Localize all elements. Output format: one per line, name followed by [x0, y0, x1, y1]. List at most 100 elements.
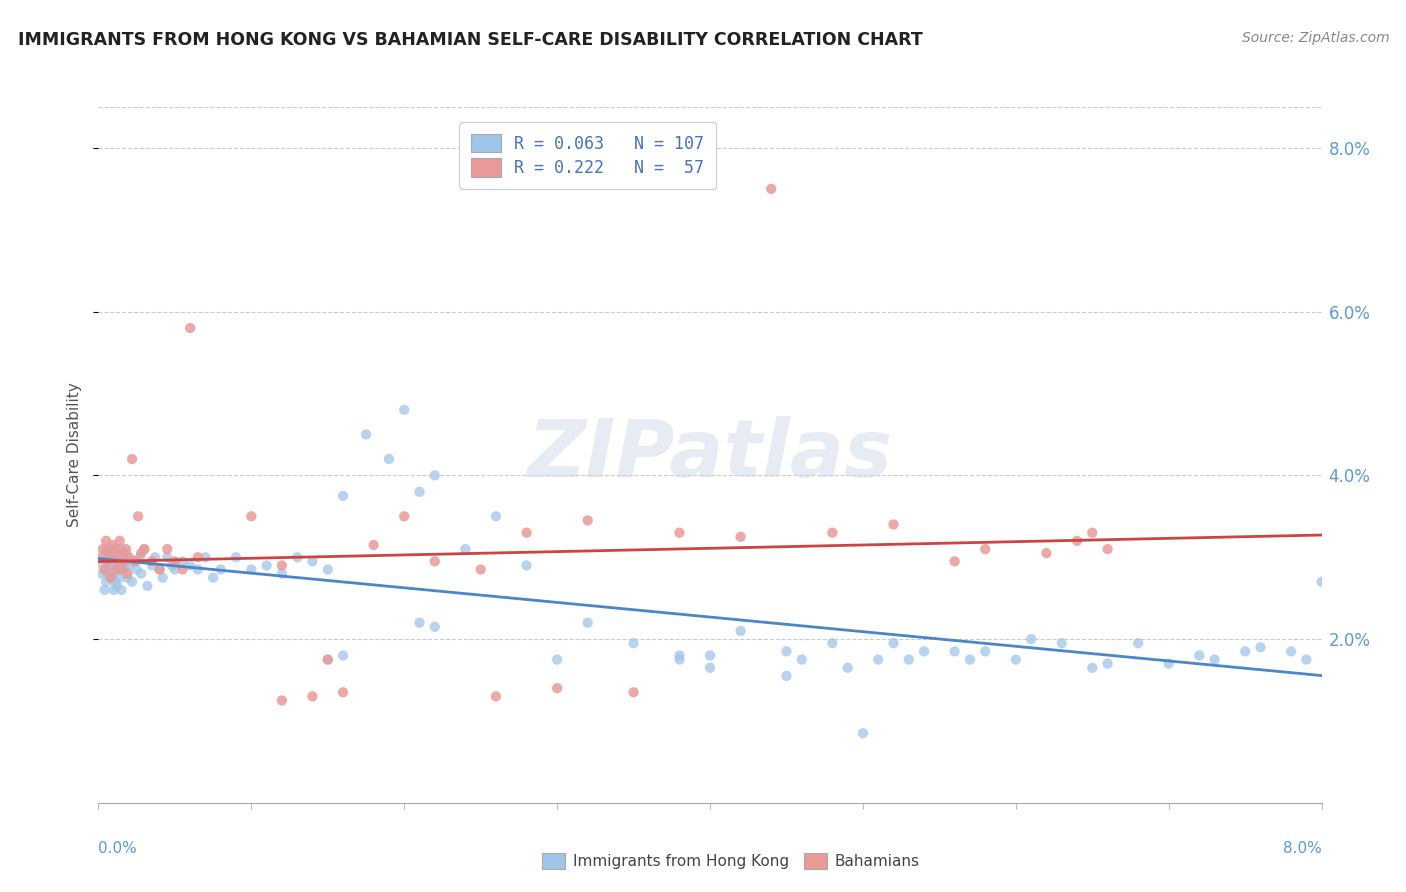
Point [301, 690, 323, 704]
Point [127, 509, 149, 524]
Point [576, 615, 599, 630]
Point [623, 685, 645, 699]
Point [546, 652, 568, 666]
Point [152, 571, 174, 585]
Point [141, 558, 163, 573]
Point [821, 636, 844, 650]
Point [90, 566, 112, 581]
Point [959, 652, 981, 666]
Point [101, 562, 124, 576]
Point [105, 542, 128, 557]
Point [115, 554, 138, 568]
Text: 0.0%: 0.0% [98, 841, 138, 856]
Point [107, 550, 129, 565]
Point [668, 652, 690, 666]
Point [392, 403, 416, 417]
Point [98, 542, 121, 557]
Point [516, 525, 538, 540]
Point [1295, 652, 1317, 666]
Point [1050, 636, 1073, 650]
Point [912, 644, 935, 658]
Point [115, 542, 138, 557]
Point [256, 558, 278, 573]
Point [98, 558, 121, 573]
Point [270, 566, 294, 581]
Text: Source: ZipAtlas.com: Source: ZipAtlas.com [1241, 31, 1389, 45]
Point [172, 554, 194, 568]
Point [1097, 657, 1119, 671]
Point [209, 562, 232, 576]
Point [868, 652, 890, 666]
Point [134, 542, 156, 557]
Point [1081, 525, 1104, 540]
Point [470, 562, 492, 576]
Point [179, 558, 201, 573]
Point [111, 546, 134, 560]
Point [163, 562, 186, 576]
Point [101, 546, 124, 560]
Point [1081, 661, 1104, 675]
Point [270, 558, 294, 573]
Point [117, 571, 139, 585]
Point [759, 182, 782, 196]
Point [240, 509, 263, 524]
Point [103, 582, 125, 597]
Point [699, 648, 721, 663]
Point [100, 571, 122, 585]
Point [332, 648, 354, 663]
Point [821, 525, 844, 540]
Point [103, 566, 125, 581]
Point [97, 566, 120, 581]
Point [187, 562, 209, 576]
Point [136, 579, 159, 593]
Point [121, 574, 143, 589]
Point [485, 509, 508, 524]
Point [1310, 574, 1333, 589]
Point [110, 562, 132, 576]
Point [104, 574, 127, 589]
Legend: Immigrants from Hong Kong, Bahamians: Immigrants from Hong Kong, Bahamians [536, 847, 927, 875]
Point [883, 636, 905, 650]
Point [316, 652, 339, 666]
Point [129, 546, 152, 560]
Point [240, 562, 263, 576]
Point [124, 554, 146, 568]
Point [423, 620, 446, 634]
Point [108, 571, 131, 585]
Point [141, 554, 163, 568]
Point [93, 582, 115, 597]
Point [128, 550, 150, 565]
Point [1157, 657, 1180, 671]
Point [354, 427, 377, 442]
Point [485, 690, 508, 704]
Point [378, 452, 401, 467]
Y-axis label: Self-Care Disability: Self-Care Disability [67, 383, 83, 527]
Point [103, 550, 125, 565]
Point [121, 452, 143, 467]
Point [91, 542, 114, 557]
Text: IMMIGRANTS FROM HONG KONG VS BAHAMIAN SELF-CARE DISABILITY CORRELATION CHART: IMMIGRANTS FROM HONG KONG VS BAHAMIAN SE… [18, 31, 922, 49]
Point [108, 533, 131, 548]
Point [516, 558, 538, 573]
Point [392, 509, 416, 524]
Point [301, 554, 323, 568]
Point [270, 693, 294, 707]
Point [454, 542, 477, 557]
Point [1019, 632, 1042, 646]
Point [179, 321, 201, 335]
Point [93, 562, 115, 576]
Point [316, 562, 339, 576]
Point [98, 546, 121, 560]
Point [100, 571, 122, 585]
Point [103, 550, 125, 565]
Point [149, 562, 172, 576]
Point [546, 681, 568, 696]
Point [1279, 644, 1302, 658]
Point [91, 558, 114, 573]
Point [897, 652, 920, 666]
Text: 8.0%: 8.0% [1282, 841, 1322, 856]
Point [225, 550, 247, 565]
Point [1066, 533, 1088, 548]
Point [194, 550, 217, 565]
Point [94, 533, 117, 548]
